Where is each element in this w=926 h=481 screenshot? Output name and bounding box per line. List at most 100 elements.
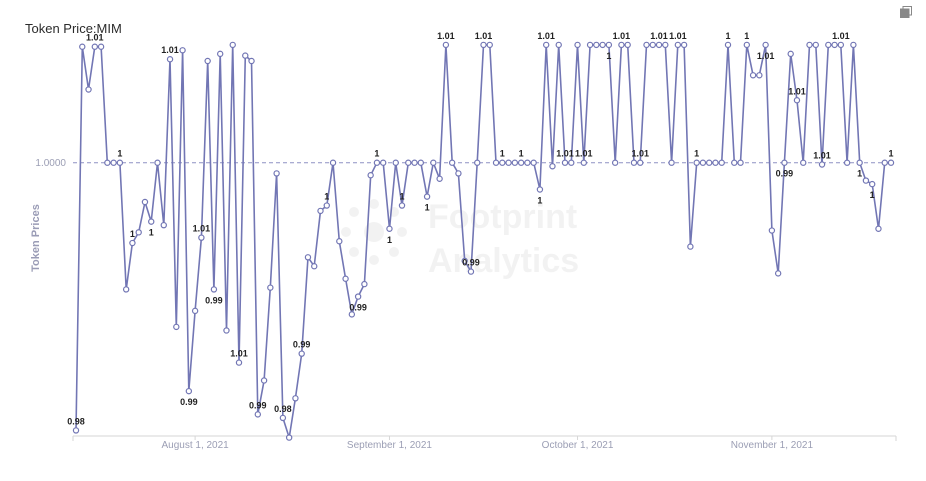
data-point[interactable] (166, 56, 174, 63)
data-point[interactable] (806, 41, 813, 49)
data-point[interactable] (336, 238, 343, 245)
data-point[interactable] (800, 159, 807, 166)
data-point[interactable] (430, 159, 437, 166)
data-point[interactable] (762, 41, 769, 49)
data-point[interactable] (405, 159, 412, 166)
data-point[interactable] (179, 47, 186, 54)
data-point[interactable] (298, 350, 305, 357)
data-point[interactable] (461, 257, 468, 265)
data-point[interactable] (862, 177, 870, 184)
data-point[interactable] (135, 229, 142, 236)
data-point[interactable] (204, 57, 211, 65)
data-point[interactable] (561, 159, 569, 166)
data-point[interactable] (536, 186, 544, 193)
data-point[interactable] (737, 159, 744, 166)
data-point[interactable] (392, 159, 399, 166)
data-point[interactable] (643, 41, 650, 49)
data-point[interactable] (198, 234, 205, 241)
export-icon[interactable] (900, 6, 912, 18)
data-point[interactable] (668, 159, 675, 166)
data-point[interactable] (254, 411, 262, 418)
data-point[interactable] (712, 159, 719, 166)
data-point[interactable] (549, 163, 556, 170)
data-point[interactable] (455, 170, 462, 177)
data-point[interactable] (517, 159, 525, 166)
data-point[interactable] (787, 50, 794, 58)
data-point[interactable] (812, 41, 819, 49)
data-point[interactable] (662, 41, 669, 49)
data-point[interactable] (191, 307, 199, 315)
data-point[interactable] (223, 327, 230, 334)
data-point[interactable] (831, 41, 838, 49)
data-point[interactable] (524, 159, 531, 166)
data-point[interactable] (235, 359, 243, 366)
data-point[interactable] (285, 434, 293, 441)
data-point[interactable] (655, 41, 663, 49)
data-point[interactable] (618, 41, 625, 49)
data-point[interactable] (160, 221, 167, 229)
data-point[interactable] (348, 311, 356, 318)
data-point[interactable] (499, 159, 506, 166)
data-point[interactable] (749, 72, 757, 79)
data-point[interactable] (79, 43, 86, 50)
data-point[interactable] (110, 159, 117, 166)
data-point[interactable] (856, 159, 863, 166)
data-point[interactable] (267, 284, 274, 291)
data-point[interactable] (72, 427, 80, 434)
data-point[interactable] (768, 227, 776, 234)
data-point[interactable] (756, 72, 763, 79)
data-point[interactable] (398, 202, 406, 209)
data-point[interactable] (216, 50, 224, 58)
data-point[interactable] (699, 159, 707, 166)
data-point[interactable] (173, 323, 180, 331)
data-point[interactable] (530, 159, 537, 166)
data-point[interactable] (141, 198, 149, 206)
data-point[interactable] (417, 159, 425, 166)
data-point[interactable] (868, 180, 876, 188)
data-point[interactable] (580, 159, 588, 166)
data-point[interactable] (555, 41, 562, 49)
data-point[interactable] (373, 159, 381, 166)
data-point[interactable] (379, 159, 387, 166)
data-point[interactable] (492, 159, 500, 166)
data-point[interactable] (881, 159, 888, 166)
data-point[interactable] (122, 286, 130, 293)
data-point[interactable] (273, 170, 280, 177)
data-point[interactable] (423, 193, 431, 200)
data-point[interactable] (774, 270, 782, 277)
data-point[interactable] (674, 41, 682, 49)
data-point[interactable] (693, 159, 700, 166)
data-point[interactable] (743, 41, 751, 49)
data-point[interactable] (680, 41, 688, 49)
data-point[interactable] (354, 293, 362, 300)
data-point[interactable] (474, 159, 481, 166)
data-point[interactable] (574, 41, 581, 49)
data-point[interactable] (311, 263, 318, 270)
data-point[interactable] (154, 159, 161, 166)
data-point[interactable] (605, 41, 613, 49)
data-point[interactable] (718, 159, 725, 166)
data-point[interactable] (486, 41, 493, 49)
data-point[interactable] (185, 387, 193, 395)
data-point[interactable] (386, 225, 393, 232)
data-point[interactable] (843, 159, 851, 166)
data-point[interactable] (818, 161, 826, 168)
data-point[interactable] (542, 41, 550, 49)
data-point[interactable] (317, 207, 324, 215)
data-point[interactable] (148, 218, 155, 225)
data-point[interactable] (367, 172, 374, 179)
data-point[interactable] (292, 395, 299, 402)
data-point[interactable] (887, 159, 895, 166)
data-point[interactable] (568, 159, 575, 166)
data-point[interactable] (85, 86, 92, 93)
data-point[interactable] (586, 41, 594, 49)
data-point[interactable] (97, 43, 105, 50)
data-point[interactable] (210, 286, 218, 293)
data-point[interactable] (361, 280, 368, 288)
data-point[interactable] (248, 57, 255, 65)
data-point[interactable] (850, 41, 857, 49)
data-point[interactable] (593, 41, 600, 49)
data-point[interactable] (467, 268, 475, 275)
data-point[interactable] (837, 41, 845, 49)
data-point[interactable] (511, 159, 519, 166)
